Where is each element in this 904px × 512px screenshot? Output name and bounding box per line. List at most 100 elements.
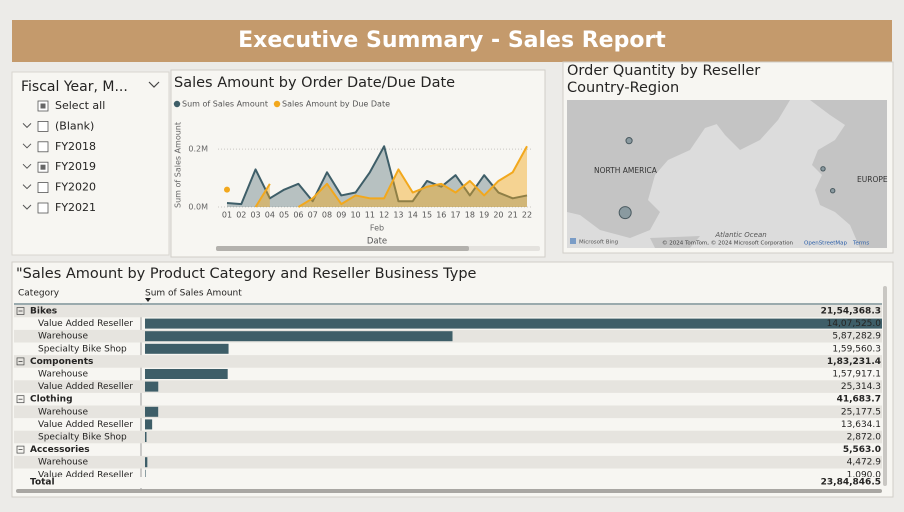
dropdown-chevron[interactable] xyxy=(148,81,160,88)
bubble[interactable] xyxy=(618,206,632,220)
expand-icon[interactable] xyxy=(16,357,25,366)
series-line xyxy=(254,145,528,208)
row-label: Warehouse xyxy=(38,332,88,342)
series-line xyxy=(226,145,528,206)
line-chart-panel xyxy=(170,69,546,258)
legend-label[interactable]: Sales Amount by Due Date xyxy=(282,100,390,109)
bubble[interactable] xyxy=(830,188,836,194)
expand-icon[interactable] xyxy=(16,307,25,315)
group-label: Clothing xyxy=(30,395,73,405)
data-bar xyxy=(145,331,453,342)
x-tick-label: 22 xyxy=(522,211,532,220)
expand-chevron[interactable] xyxy=(22,143,32,149)
slicer-item[interactable]: FY2021 xyxy=(55,201,96,214)
expand-icon[interactable] xyxy=(16,395,25,404)
expand-chevron[interactable] xyxy=(22,123,32,129)
x-tick-label: 20 xyxy=(493,211,503,220)
checkbox[interactable] xyxy=(37,202,49,214)
bubble[interactable] xyxy=(625,137,633,145)
x-tick-label: 02 xyxy=(236,211,246,220)
group-value: 21,54,368.3 xyxy=(821,307,881,317)
row-label: Value Added Reseller xyxy=(38,382,133,392)
vertical-scrollbar[interactable] xyxy=(883,286,887,486)
bubble[interactable] xyxy=(820,166,826,172)
data-bar xyxy=(145,343,229,354)
row-label: Warehouse xyxy=(38,407,88,417)
row-label: Warehouse xyxy=(38,458,88,468)
x-tick-label: 05 xyxy=(279,211,289,220)
y-tick-label: 0.0M xyxy=(188,203,208,212)
column-header[interactable]: Category xyxy=(18,289,60,299)
map-land xyxy=(650,236,700,248)
expand-chevron[interactable] xyxy=(22,163,32,169)
x-axis-title: Date xyxy=(367,237,387,247)
x-tick-label: 01 xyxy=(222,211,232,220)
chart-title: Sales Amount by Order Date/Due Date xyxy=(174,75,455,91)
expand-icon[interactable] xyxy=(16,445,25,454)
bing-logo xyxy=(570,238,576,244)
x-tick-label: 09 xyxy=(336,211,346,220)
x-tick-label: 06 xyxy=(293,211,303,220)
slicer-item[interactable]: FY2019 xyxy=(55,160,96,173)
map-area xyxy=(567,100,887,248)
x-tick-label: 21 xyxy=(508,211,518,220)
row-value: 1,59,560.3 xyxy=(832,344,881,354)
map-land xyxy=(810,100,887,248)
slicer-item[interactable]: FY2020 xyxy=(55,181,96,194)
x-tick-label: 17 xyxy=(450,211,460,220)
x-tick-label: 12 xyxy=(379,211,389,220)
slicer-item[interactable]: Select all xyxy=(55,99,105,112)
row-label: Warehouse xyxy=(38,370,88,380)
total-value: 23,84,846.5 xyxy=(821,478,881,488)
row-value: 13,634.1 xyxy=(841,420,881,430)
banner xyxy=(12,20,892,62)
row-stripe xyxy=(14,305,882,318)
slicer-item[interactable]: FY2018 xyxy=(55,140,96,153)
map-label: Atlantic Ocean xyxy=(714,231,766,239)
checkbox[interactable] xyxy=(37,141,49,153)
x-tick-label: 14 xyxy=(408,211,418,220)
map-link[interactable]: OpenStreetMap xyxy=(804,241,848,247)
map-land xyxy=(700,100,790,150)
x-tick-label: 10 xyxy=(350,211,360,220)
x-tick-label: 18 xyxy=(465,211,475,220)
group-value: 5,563.0 xyxy=(843,445,881,455)
row-stripe xyxy=(14,380,882,393)
table-body: Bikes 21,54,368.3 Value Added Reseller 14,0… xyxy=(14,305,882,477)
map-label: NORTH AMERICA xyxy=(594,166,658,175)
group-value: 41,683.7 xyxy=(837,395,881,405)
legend-label[interactable]: Sum of Sales Amount xyxy=(182,100,268,109)
data-bar xyxy=(145,419,153,430)
point-marker xyxy=(224,186,230,193)
x-tick-label: 04 xyxy=(265,211,275,220)
row-label: Value Added Reseller xyxy=(38,319,133,329)
map-link[interactable]: Terms xyxy=(852,241,869,247)
horizontal-scrollbar[interactable] xyxy=(16,489,882,493)
x-tick-label: 08 xyxy=(322,211,332,220)
slicer-item[interactable]: (Blank) xyxy=(55,119,94,132)
data-bar xyxy=(145,457,148,468)
row-value: 25,314.3 xyxy=(841,382,881,392)
legend-marker xyxy=(173,100,181,108)
map-title: Order Quantity by Reseller Country-Regio… xyxy=(567,63,761,96)
legend-marker xyxy=(273,100,281,108)
checkbox-partial xyxy=(40,103,46,109)
column-header[interactable]: Sum of Sales Amount xyxy=(145,289,242,299)
group-value: 1,83,231.4 xyxy=(827,357,881,367)
expand-chevron[interactable] xyxy=(22,204,32,210)
report-title: Executive Summary - Sales Report xyxy=(238,28,666,53)
data-bar xyxy=(145,432,147,442)
row-stripe xyxy=(14,355,882,368)
row-label: Specialty Bike Shop xyxy=(38,433,127,443)
checkbox[interactable] xyxy=(37,182,49,194)
expand-chevron[interactable] xyxy=(22,184,32,190)
total-row-bg xyxy=(14,477,882,488)
checkbox[interactable] xyxy=(37,121,49,132)
x-sublabel: Feb xyxy=(370,224,384,233)
row-label: Specialty Bike Shop xyxy=(38,344,127,354)
checkbox-partial xyxy=(40,164,46,170)
map-land xyxy=(567,100,735,238)
scrollbar-thumb[interactable] xyxy=(216,246,469,251)
data-bar xyxy=(145,369,228,379)
